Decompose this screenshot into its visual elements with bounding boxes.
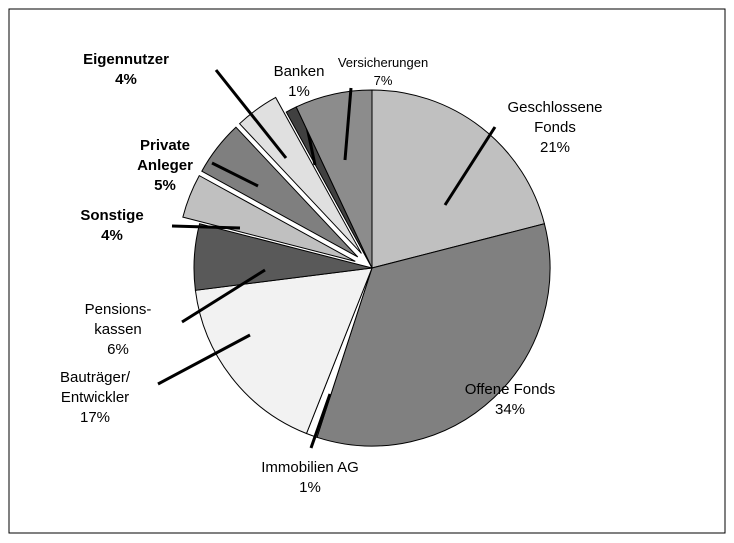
category-label: Versicherungen: [337, 55, 429, 70]
category-label: Geschlossene Fonds: [507, 99, 603, 136]
slice-label: Offene Fonds 34%: [465, 380, 556, 420]
leader-line: [214, 69, 288, 159]
pie-slice: [193, 223, 373, 291]
slice-label: Sonstige 4%: [80, 206, 143, 246]
category-label: Sonstige: [80, 207, 144, 224]
leader-line: [309, 393, 332, 449]
category-label: Bauträger/ Entwickler: [59, 369, 131, 406]
category-label: Offene Fonds: [464, 381, 556, 398]
category-label: Immobilien AG: [261, 459, 359, 476]
slice-label: Banken 1%: [274, 62, 325, 102]
category-label: Pensions- kassen: [84, 301, 152, 338]
leader-line: [211, 161, 259, 188]
pie-slice: [194, 267, 373, 435]
value-label: 1%: [288, 83, 310, 100]
value-label: 1%: [299, 479, 321, 496]
pie-slice: [295, 89, 373, 269]
category-label: Banken: [273, 63, 325, 80]
value-label: 5%: [154, 177, 176, 194]
value-label: 4%: [115, 71, 137, 88]
pie-slice: [182, 174, 356, 262]
leader-line: [157, 333, 251, 386]
slice-label: Pensions- kassen 6%: [85, 300, 152, 360]
pie-slice: [316, 223, 551, 447]
slice-label: Immobilien AG 1%: [261, 458, 359, 498]
value-label: 7%: [373, 73, 393, 88]
value-label: 34%: [494, 401, 526, 418]
leader-line: [171, 224, 241, 230]
value-label: 6%: [107, 341, 129, 358]
value-label: 17%: [79, 409, 111, 426]
leader-line: [443, 126, 497, 206]
slice-label: Eigennutzer 4%: [83, 50, 169, 90]
value-label: 4%: [101, 227, 123, 244]
slice-label: Versicherungen 7%: [338, 54, 428, 90]
pie-slice: [371, 89, 546, 269]
slice-label: Bauträger/ Entwickler 17%: [60, 368, 130, 428]
pie-slice: [201, 126, 359, 258]
category-label: Private Anleger: [137, 137, 193, 174]
category-label: Eigennutzer: [83, 51, 169, 68]
value-label: 21%: [539, 139, 571, 156]
slice-label: Private Anleger 5%: [137, 136, 193, 196]
slice-label: Geschlossene Fonds 21%: [507, 98, 602, 158]
leader-line: [181, 268, 266, 324]
leader-line: [343, 87, 353, 161]
frame: [8, 8, 726, 534]
